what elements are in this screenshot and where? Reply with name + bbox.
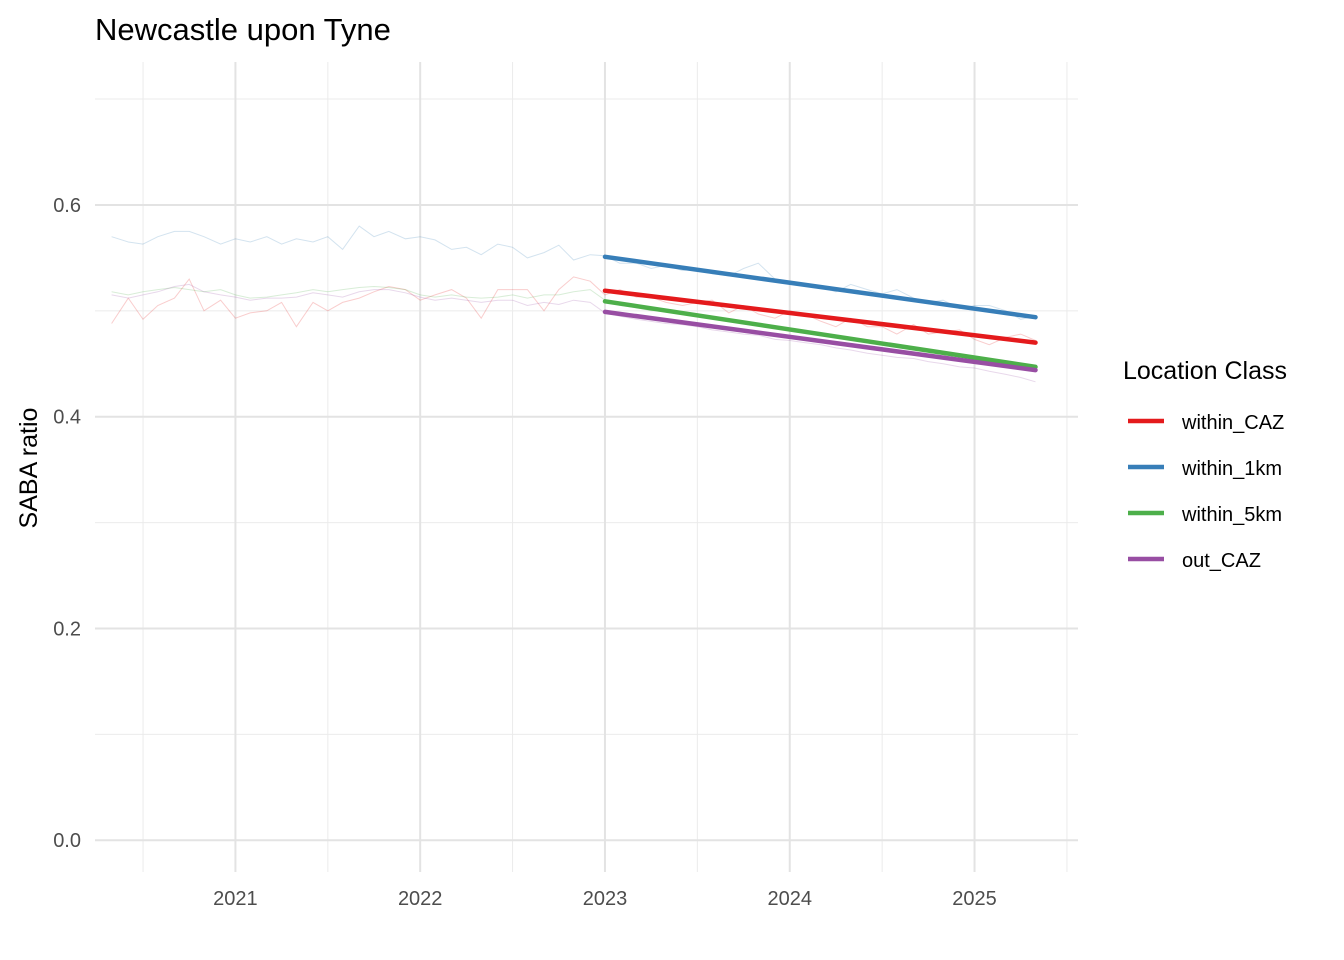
observed-series-lines <box>111 225 1036 383</box>
y-tick-label: 0.0 <box>53 830 81 852</box>
x-tick-label: 2025 <box>952 888 997 910</box>
legend-label-within-1km: within_1km <box>1181 458 1282 480</box>
observed-line-out-CAZ <box>111 283 1036 383</box>
x-tick-label: 2024 <box>768 888 813 910</box>
y-axis-tick-labels: 0.0 0.2 0.4 0.6 <box>53 195 81 852</box>
y-tick-label: 0.6 <box>53 195 81 217</box>
observed-line-within-1km <box>111 225 1036 320</box>
legend: Location Class within_CAZ within_1kmwithi… <box>1123 357 1287 572</box>
legend-title: Location Class <box>1123 357 1287 385</box>
x-tick-label: 2021 <box>213 888 258 910</box>
chart-title: Newcastle upon Tyne <box>95 12 391 47</box>
legend-label-within-5km: within_5km <box>1181 504 1282 526</box>
major-gridlines <box>95 62 1078 872</box>
minor-gridlines <box>95 62 1078 872</box>
observed-line-within-CAZ <box>111 276 1036 346</box>
trend-line-within-5km <box>602 299 1038 370</box>
y-tick-label: 0.2 <box>53 618 81 640</box>
x-axis-tick-labels: 2021 2022 2023 2024 2025 <box>213 888 997 910</box>
trend-series-lines <box>602 254 1038 373</box>
y-axis-title: SABA ratio <box>15 408 43 529</box>
y-tick-label: 0.4 <box>53 407 81 429</box>
x-tick-label: 2023 <box>583 888 628 910</box>
legend-label-within-CAZ: within_CAZ <box>1181 412 1284 434</box>
trend-line-within-1km <box>602 254 1038 320</box>
legend-label-out-CAZ: out_CAZ <box>1182 550 1261 572</box>
trend-line-out-CAZ <box>602 309 1038 373</box>
trend-line-within-CAZ <box>602 288 1038 345</box>
x-tick-label: 2022 <box>398 888 443 910</box>
